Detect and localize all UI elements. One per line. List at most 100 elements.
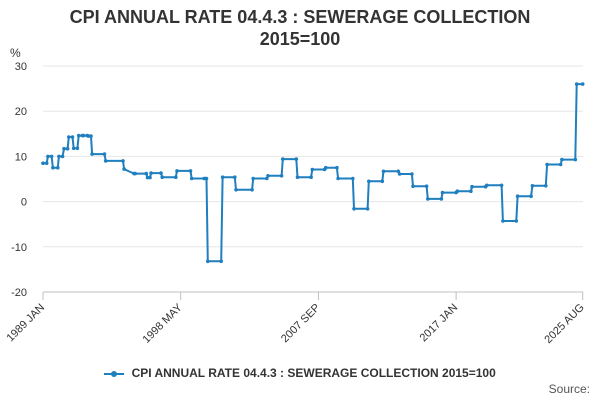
data-point bbox=[530, 184, 535, 188]
data-point bbox=[265, 176, 269, 181]
data-point bbox=[219, 259, 223, 264]
data-point bbox=[455, 189, 460, 193]
data-point bbox=[351, 176, 355, 181]
x-tick-label: 2007 SEP bbox=[279, 302, 323, 346]
data-point bbox=[266, 174, 270, 178]
source-credit: Source: bbox=[548, 382, 590, 396]
data-point bbox=[206, 259, 210, 264]
data-point bbox=[159, 171, 163, 175]
legend-swatch bbox=[104, 370, 125, 378]
data-point bbox=[515, 194, 520, 198]
data-point bbox=[469, 189, 473, 193]
data-point bbox=[485, 183, 489, 188]
data-point bbox=[250, 188, 254, 192]
data-point bbox=[103, 159, 108, 163]
data-point bbox=[352, 207, 356, 211]
data-point bbox=[411, 184, 415, 188]
chart-title: CPI ANNUAL RATE 04.4.3 : SEWERAGE COLLEC… bbox=[0, 6, 600, 50]
y-tick-label: 0 bbox=[21, 197, 27, 209]
data-point bbox=[309, 175, 313, 179]
data-point bbox=[57, 154, 61, 159]
legend-label: CPI ANNUAL RATE 04.4.3 : SEWERAGE COLLEC… bbox=[131, 366, 496, 380]
data-point bbox=[573, 157, 578, 162]
data-point bbox=[580, 82, 585, 86]
data-point bbox=[67, 135, 71, 139]
data-point bbox=[558, 162, 563, 167]
data-point bbox=[440, 190, 445, 195]
data-point bbox=[86, 134, 91, 138]
data-point bbox=[560, 157, 564, 162]
data-point bbox=[295, 175, 300, 179]
data-point bbox=[81, 133, 86, 138]
data-point bbox=[89, 134, 93, 138]
y-tick-label: 30 bbox=[15, 61, 27, 73]
data-point bbox=[574, 82, 579, 86]
data-point bbox=[381, 169, 386, 174]
data-point bbox=[204, 176, 209, 181]
data-point bbox=[529, 194, 533, 198]
data-point bbox=[175, 169, 179, 173]
data-point bbox=[75, 146, 80, 151]
data-point bbox=[545, 162, 549, 167]
x-tick-label: 1998 MAY bbox=[141, 301, 186, 346]
y-tick-label: 10 bbox=[15, 151, 27, 163]
data-point bbox=[76, 133, 81, 138]
data-point bbox=[251, 176, 255, 181]
series-layer bbox=[41, 82, 585, 264]
data-point bbox=[102, 152, 107, 156]
data-point bbox=[144, 171, 149, 176]
data-point bbox=[121, 159, 125, 163]
data-point bbox=[71, 146, 76, 151]
data-point bbox=[324, 165, 328, 170]
chart-title-line-2: 2015=100 bbox=[259, 29, 341, 49]
axes: 30 20 10 0 -10 -20 1989 JAN 1998 MAY 2007 SEP 201… bbox=[4, 61, 586, 346]
data-point bbox=[514, 219, 519, 223]
data-point bbox=[233, 175, 237, 179]
data-point bbox=[544, 184, 548, 188]
legend-marker bbox=[111, 370, 118, 377]
data-point bbox=[365, 207, 370, 211]
y-tick-label: -10 bbox=[11, 242, 27, 254]
series-line bbox=[43, 83, 583, 263]
data-point bbox=[122, 167, 126, 171]
data-point bbox=[56, 165, 60, 170]
data-point bbox=[160, 175, 164, 179]
data-point bbox=[51, 165, 55, 170]
data-point bbox=[133, 171, 137, 176]
data-point bbox=[49, 154, 54, 159]
data-point bbox=[336, 176, 340, 181]
data-point bbox=[501, 219, 505, 223]
data-point bbox=[380, 179, 385, 184]
data-point bbox=[310, 167, 315, 172]
data-point bbox=[41, 161, 45, 165]
data-point bbox=[220, 175, 225, 179]
data-point bbox=[335, 165, 339, 170]
data-point bbox=[70, 135, 75, 139]
data-point bbox=[149, 171, 153, 175]
data-point bbox=[424, 184, 429, 188]
gridlines bbox=[43, 65, 583, 293]
data-point bbox=[279, 174, 284, 178]
data-point bbox=[499, 183, 504, 188]
legend[interactable]: CPI ANNUAL RATE 04.4.3 : SEWERAGE COLLEC… bbox=[0, 366, 600, 380]
data-point bbox=[397, 172, 402, 176]
data-point bbox=[426, 197, 430, 201]
data-point bbox=[174, 175, 178, 179]
data-point bbox=[188, 169, 193, 173]
data-point bbox=[44, 161, 49, 165]
data-point bbox=[470, 184, 474, 189]
data-point bbox=[62, 146, 66, 151]
y-axis-label: % bbox=[10, 46, 21, 60]
y-tick-label: 20 bbox=[15, 106, 27, 118]
y-tick-label: -20 bbox=[11, 287, 27, 299]
data-point bbox=[410, 172, 414, 176]
data-point bbox=[234, 188, 238, 192]
data-point bbox=[439, 197, 444, 201]
series-markers bbox=[41, 82, 585, 264]
data-point bbox=[148, 175, 152, 180]
x-tick-label: 1989 JAN bbox=[4, 302, 47, 345]
chart-title-line-1: CPI ANNUAL RATE 04.4.3 : SEWERAGE COLLEC… bbox=[69, 7, 531, 27]
data-point bbox=[60, 154, 65, 159]
data-point bbox=[90, 152, 94, 156]
